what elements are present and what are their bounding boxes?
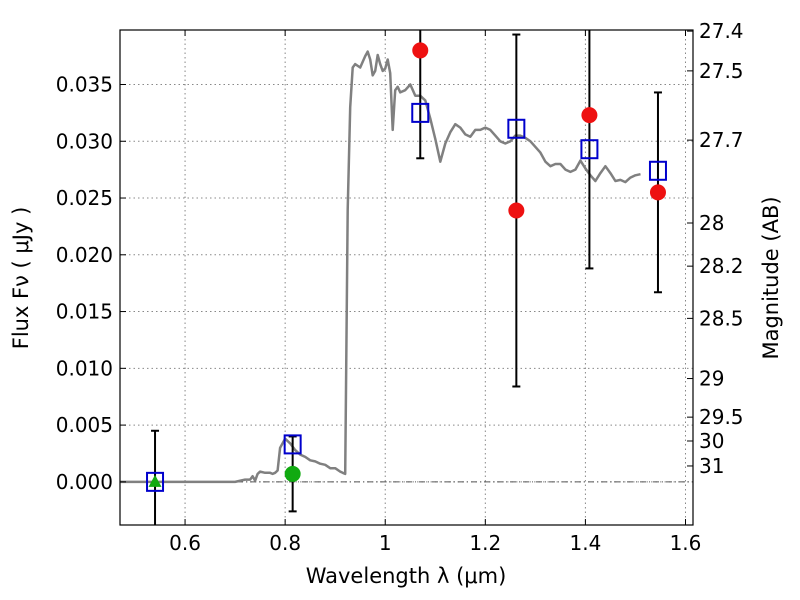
x-tick-label: 0.8 (269, 531, 301, 555)
y-tick-label: 0.015 (56, 300, 113, 324)
plot-frame (119, 29, 694, 526)
magnitude-tick-label: 28.2 (699, 254, 744, 278)
y-tick-label: 0.020 (56, 243, 113, 267)
model-box-marker (283, 434, 302, 455)
y-tick-label: 0.005 (56, 413, 113, 437)
x-tick-label: 1.6 (670, 531, 702, 555)
y2-axis-title: Magnitude (AB) (759, 196, 783, 359)
magnitude-tick-label: 27.7 (699, 128, 744, 152)
model-box-marker (146, 471, 165, 492)
magnitude-tick-label: 27.4 (699, 19, 744, 43)
observed-points (148, 42, 666, 487)
magnitude-tick-label: 28.5 (699, 306, 744, 330)
model-box-marker (580, 139, 599, 160)
magnitude-tick-label: 30 (699, 429, 724, 453)
magnitude-tick-label: 31 (699, 454, 724, 478)
y-tick-label: 0.000 (56, 470, 113, 494)
detection-marker (581, 107, 598, 124)
model-box-marker (411, 102, 430, 123)
y-tick-label: 0.025 (56, 186, 113, 210)
nondetection-marker (284, 465, 301, 482)
detection-marker (508, 202, 525, 219)
triangle-marker (148, 474, 162, 487)
x-tick-label: 0.6 (169, 531, 201, 555)
x-tick-labels: 0.6 0.8 1 1.2 1.4 1.6 (169, 531, 701, 555)
magnitude-tick-label: 28 (699, 211, 724, 235)
magnitude-tick-label: 29.5 (699, 405, 744, 429)
y-tick-label: 0.010 (56, 356, 113, 380)
model-box-marker (648, 160, 667, 181)
detection-marker (649, 184, 666, 201)
model-sed-line (120, 50, 641, 484)
x-tick-label: 1.2 (469, 531, 501, 555)
x-tick-label: 1 (379, 531, 392, 555)
magnitude-tick-label: 27.5 (699, 59, 744, 83)
y-tick-label: 0.035 (56, 72, 113, 96)
x-tick-label: 1.4 (569, 531, 601, 555)
axis-ticks (120, 30, 693, 525)
model-photometry-boxes (146, 102, 667, 492)
y-axis-title: Flux Fν ( μJy ) (9, 207, 33, 350)
detection-marker (412, 42, 429, 59)
y-tick-labels: 0.000 0.005 0.010 0.015 0.020 0.025 0.030 0.035 (56, 72, 113, 493)
model-box-marker (507, 118, 526, 139)
y-tick-label: 0.030 (56, 129, 113, 153)
plot-background (120, 30, 693, 525)
x-axis-title: Wavelength λ (μm) (306, 564, 507, 588)
magnitude-tick-label: 29 (699, 367, 724, 391)
